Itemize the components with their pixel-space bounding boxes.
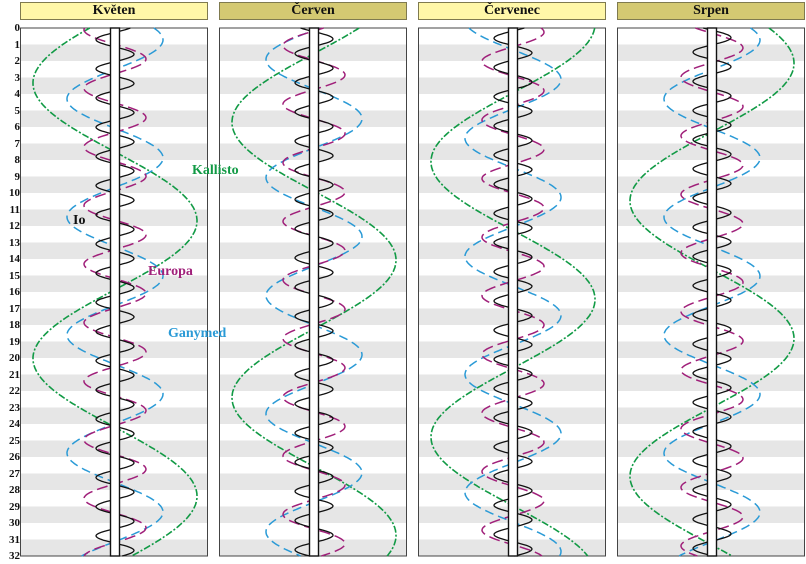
day-label: 17 bbox=[9, 302, 20, 315]
month-name: Srpen bbox=[693, 3, 729, 18]
ganymed-label: Ganymed bbox=[168, 326, 227, 341]
day-label: 1 bbox=[14, 38, 21, 51]
day-label: 7 bbox=[14, 137, 21, 150]
europa-orbit bbox=[83, 27, 147, 557]
day-label: 30 bbox=[9, 517, 20, 529]
day-label: 28 bbox=[9, 484, 20, 496]
day-label: 19 bbox=[9, 335, 20, 348]
month-header-august: Srpen bbox=[617, 2, 805, 20]
day-label: 31 bbox=[9, 533, 20, 546]
day-label: 32 bbox=[9, 550, 20, 562]
day-label: 27 bbox=[9, 467, 20, 480]
day-label: 10 bbox=[9, 187, 20, 199]
jupiter-band bbox=[507, 27, 519, 557]
jupiter-band bbox=[706, 27, 718, 557]
day-label: 18 bbox=[9, 319, 20, 331]
month-name: Červenec bbox=[484, 3, 540, 18]
kallisto-orbit bbox=[629, 27, 795, 557]
day-label: 23 bbox=[9, 401, 20, 414]
io-orbit bbox=[294, 27, 334, 557]
ganymed-orbit bbox=[464, 27, 562, 557]
day-label: 9 bbox=[14, 170, 21, 183]
kallisto-orbit bbox=[430, 27, 596, 557]
ganymed-orbit bbox=[66, 27, 164, 557]
day-label: 5 bbox=[14, 104, 21, 117]
ganymed-orbit bbox=[265, 27, 363, 557]
day-label: 15 bbox=[9, 269, 20, 282]
day-label: 24 bbox=[9, 418, 20, 430]
day-label: 4 bbox=[14, 88, 21, 100]
jupiter-band bbox=[308, 27, 320, 557]
day-label: 29 bbox=[9, 500, 20, 513]
io-orbit bbox=[95, 27, 135, 557]
day-label: 2 bbox=[14, 55, 21, 67]
day-label: 25 bbox=[9, 434, 20, 447]
month-name: Červen bbox=[291, 3, 335, 18]
day-label: 22 bbox=[9, 385, 20, 397]
month-name: Květen bbox=[92, 3, 136, 18]
day-label: 6 bbox=[14, 121, 21, 133]
europa-orbit bbox=[680, 27, 744, 557]
europa-label: Europa bbox=[148, 264, 193, 279]
io-label: Io bbox=[73, 213, 85, 228]
day-label: 11 bbox=[9, 203, 20, 216]
month-header-may: Květen bbox=[20, 2, 208, 20]
kallisto-label: Kallisto bbox=[192, 163, 239, 178]
day-label: 0 bbox=[14, 22, 21, 34]
day-label: 21 bbox=[9, 368, 20, 381]
day-label: 20 bbox=[9, 352, 20, 364]
day-label: 12 bbox=[9, 220, 20, 232]
day-label: 14 bbox=[9, 253, 20, 265]
day-label: 16 bbox=[9, 286, 20, 298]
day-label: 13 bbox=[9, 236, 20, 249]
europa-orbit bbox=[481, 27, 545, 557]
day-label: 8 bbox=[14, 154, 21, 166]
month-header-june: Červen bbox=[219, 2, 407, 20]
month-header-july: Červenec bbox=[418, 2, 606, 20]
day-label: 26 bbox=[9, 451, 20, 463]
ganymed-orbit bbox=[663, 27, 761, 557]
day-label: 3 bbox=[14, 71, 21, 84]
jupiter-band bbox=[109, 27, 121, 557]
